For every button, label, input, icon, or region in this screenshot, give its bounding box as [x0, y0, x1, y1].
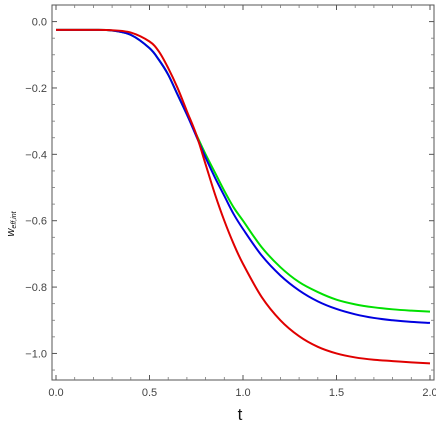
y-axis-label: weff,int	[5, 210, 18, 236]
y-tick-label: −0.2	[25, 83, 47, 95]
y-tick-label: −0.8	[25, 282, 47, 294]
x-tick-label: 1.0	[235, 387, 250, 399]
x-axis-label: t	[238, 405, 243, 424]
x-tick-label: 1.5	[329, 387, 344, 399]
series-layer	[55, 28, 431, 365]
y-axis-ticks: 0.0 −0.2 −0.4 −0.6 −0.8 −1.0	[25, 17, 434, 371]
y-tick-label: −1.0	[25, 348, 47, 360]
x-tick-label: 2.0	[422, 387, 436, 399]
y-axis-label-main: w	[5, 228, 17, 237]
y-tick-label: 0.0	[32, 17, 47, 29]
y-axis-label-sub: eff,int	[11, 210, 18, 228]
y-tick-label: −0.4	[25, 149, 47, 161]
series-line-0	[55, 28, 431, 313]
series-line-1	[55, 28, 431, 324]
y-tick-label: −0.6	[25, 216, 47, 228]
series-line-2	[55, 28, 431, 365]
x-axis-ticks: 0.0 0.5 1.0 1.5 2.0	[48, 5, 436, 399]
x-tick-label: 0.0	[48, 387, 63, 399]
x-tick-label: 0.5	[142, 387, 157, 399]
plot-frame	[51, 4, 435, 381]
